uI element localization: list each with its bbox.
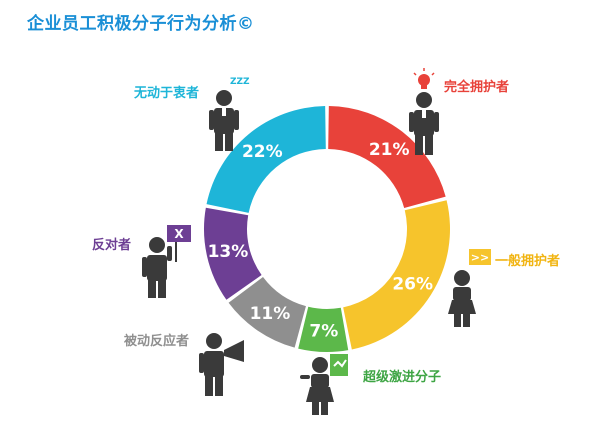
label-radical: 超级激进分子 [363,370,442,385]
figure-full-supporter [409,92,439,155]
donut-slice [328,106,446,208]
label-passive: 被动反应者 [124,334,190,349]
page-title: 企业员工积极分子行为分析© [27,14,255,34]
megaphone-icon [224,340,244,362]
no-sign-icon: X [167,225,191,242]
donut-slice [343,200,450,350]
sleep-icon: ZZZ [230,77,250,87]
slice-value-label: 11% [250,304,291,324]
figure-general-supporter [448,270,476,327]
donut-slice [228,276,306,348]
figure-indifferent [209,90,239,151]
figure-radical [300,357,334,415]
slice-value-label: 13% [208,242,249,262]
lightbulb-icon [413,68,435,89]
flag-icon [330,354,348,376]
slice-value-label: 22% [242,142,283,162]
figure-opponent [142,237,177,298]
no-sign-glyph: X [174,227,184,241]
label-indifferent: 无动于衷者 [134,86,200,101]
label-opponent: 反对者 [92,238,132,253]
slice-value-label: 26% [392,274,433,294]
donut-slice [203,207,262,300]
label-general-supporter: 一般拥护者 [495,254,561,269]
donut-slice [298,306,349,352]
slice-value-label: 21% [369,140,410,160]
arrows-icon: >> [469,249,491,265]
arrows-glyph: >> [471,251,489,264]
slice-value-label: 7% [309,321,338,341]
label-full-supporter: 完全拥护者 [444,80,510,95]
figure-passive [199,333,224,396]
donut-chart: 21% 26% 7% 11% 13% 22% [203,106,450,352]
donut-slice [206,106,326,213]
